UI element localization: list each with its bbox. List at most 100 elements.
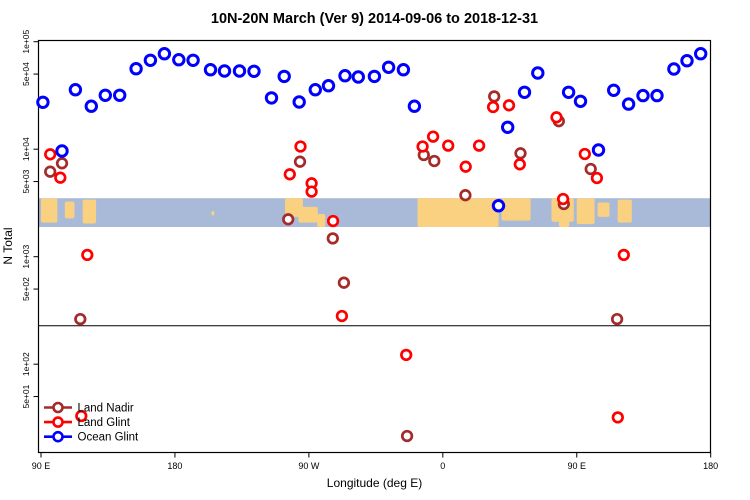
data-point-ocean-glint [621, 97, 636, 111]
data-point-land-glint [611, 411, 624, 424]
map-land-segment [211, 211, 215, 216]
x-tick-label: 90 E [568, 461, 587, 471]
data-point-land-nadir [610, 312, 624, 326]
data-point-ocean-glint [186, 53, 200, 67]
data-point-land-glint [75, 409, 88, 423]
data-point-land-nadir [293, 155, 307, 168]
data-point-ocean-glint [650, 88, 664, 103]
legend-label: Land Nadir [78, 403, 134, 415]
data-point-ocean-glint [157, 47, 172, 61]
data-point-land-glint [513, 158, 526, 171]
x-tick-label: 90 W [298, 461, 320, 471]
data-point-ocean-glint [396, 63, 411, 77]
legend: Land Nadir Land Glint Ocean Glint [44, 401, 140, 444]
data-point-ocean-glint [129, 61, 143, 76]
y-tick-label: 5e+02 [21, 277, 31, 301]
map-land-segment [298, 206, 318, 223]
legend-label: Ocean Glint [78, 432, 140, 444]
data-point-ocean-glint [308, 83, 322, 97]
data-point-ocean-glint [694, 47, 708, 61]
legend-marker-icon [52, 401, 64, 414]
data-point-land-nadir [459, 189, 472, 202]
data-point-land-glint [617, 248, 630, 262]
data-points [36, 47, 708, 443]
map-ocean [38, 198, 711, 227]
data-point-ocean-glint [607, 83, 621, 98]
axis-ticks: 90 E 180 90 W 0 90 E 180 1e+05 5e+04 1e+04 5e+03 1… [21, 29, 718, 471]
data-point-land-glint [294, 140, 307, 153]
y-axis-title: N Total [1, 227, 15, 264]
data-point-ocean-glint [367, 69, 382, 84]
y-tick-label: 1e+02 [21, 352, 31, 376]
legend-item-land-glint: Land Glint [44, 416, 131, 429]
data-point-land-glint [550, 111, 563, 124]
data-point-ocean-glint [381, 60, 396, 75]
data-point-ocean-glint [573, 94, 588, 109]
data-point-ocean-glint [407, 99, 422, 113]
data-point-ocean-glint [667, 62, 681, 76]
data-point-land-glint [81, 248, 94, 262]
data-point-ocean-glint [292, 95, 306, 109]
data-point-land-glint [459, 160, 472, 173]
world-map-strip [38, 198, 711, 227]
data-point-land-glint [426, 130, 440, 143]
data-point-ocean-glint [98, 88, 113, 103]
data-point-land-glint [326, 214, 340, 228]
data-point-ocean-glint [491, 199, 506, 213]
data-point-land-nadir [428, 154, 441, 168]
x-tick-label: 180 [703, 461, 718, 471]
data-point-ocean-glint [264, 91, 279, 105]
data-point-land-nadir [584, 162, 597, 176]
plot-box [37, 39, 712, 454]
x-axis-title: Longitude (deg E) [327, 476, 422, 490]
map-land-segment [82, 199, 97, 224]
legend-label: Land Glint [78, 417, 131, 429]
data-point-ocean-glint [203, 63, 218, 77]
data-point-land-glint [590, 171, 604, 185]
data-point-land-nadir [514, 147, 527, 160]
y-tick-label: 1e+05 [21, 29, 31, 53]
map-land-segment [576, 198, 595, 225]
data-point-land-nadir [488, 90, 501, 103]
data-point-ocean-glint [517, 85, 532, 100]
y-tick-label: 5e+01 [21, 384, 31, 408]
map-land-segment [41, 198, 58, 223]
y-tick-label: 5e+03 [21, 169, 31, 193]
y-tick-label: 5e+04 [21, 62, 31, 86]
map-land-segment [317, 214, 326, 227]
data-point-land-glint [305, 185, 318, 198]
data-point-land-nadir [74, 312, 87, 326]
legend-marker-icon [52, 416, 64, 428]
data-point-ocean-glint [36, 95, 50, 110]
data-point-ocean-glint [531, 66, 545, 80]
data-point-ocean-glint [113, 88, 127, 103]
data-point-ocean-glint [247, 64, 261, 79]
data-point-ocean-glint [338, 69, 352, 83]
data-point-ocean-glint [68, 83, 83, 97]
data-point-land-glint [283, 168, 296, 181]
data-point-ocean-glint [636, 88, 650, 103]
x-tick-label: 0 [440, 461, 445, 471]
data-point-ocean-glint [217, 64, 232, 78]
map-land-segment [501, 198, 531, 221]
data-point-land-nadir [55, 157, 69, 170]
data-point-ocean-glint [351, 70, 365, 84]
data-point-land-nadir [326, 232, 339, 245]
data-point-land-glint [578, 147, 591, 161]
plot-border [37, 39, 712, 454]
data-point-ocean-glint [680, 54, 694, 68]
y-tick-label: 1e+04 [21, 137, 31, 161]
data-point-ocean-glint [561, 85, 576, 100]
data-point-ocean-glint [84, 99, 99, 113]
legend-marker-icon [52, 430, 64, 443]
data-point-land-nadir [400, 429, 414, 443]
map-land-segment [617, 199, 632, 223]
map-land-segment [64, 201, 75, 219]
data-point-land-glint [502, 99, 516, 112]
data-point-land-glint [54, 171, 67, 184]
data-point-land-nadir [282, 213, 295, 226]
data-point-ocean-glint [172, 53, 186, 67]
data-point-land-glint [44, 148, 57, 161]
data-point-ocean-glint [501, 120, 515, 135]
